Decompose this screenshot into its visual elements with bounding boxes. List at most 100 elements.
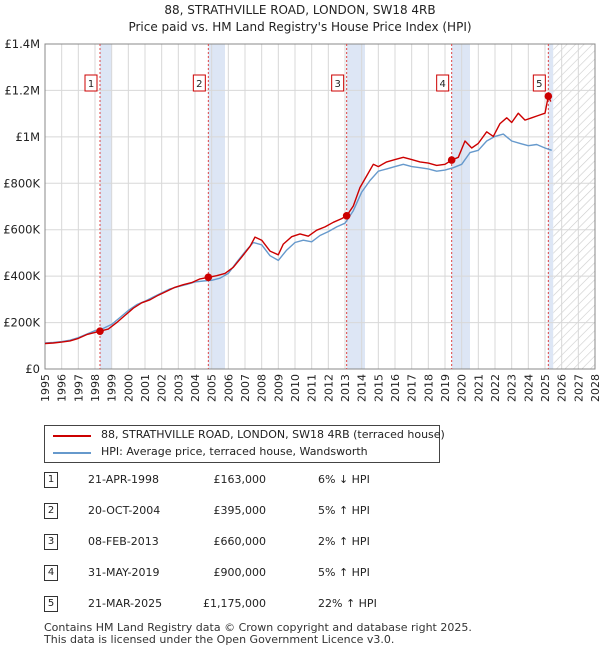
x-tick-label: 2015 xyxy=(372,374,385,402)
y-tick-label: £1.4M xyxy=(4,37,40,51)
price-chart: £0 £200K £400K £600K £800K £1M £1.2M £1.4M 1995 1… xyxy=(3,37,600,402)
y-tick-label: £800K xyxy=(3,176,40,190)
x-tick-label: 2019 xyxy=(439,374,452,402)
footer-line-2: This data is licensed under the Open Gov… xyxy=(44,633,395,646)
plot-frame xyxy=(44,43,596,370)
x-tick-label: 1995 xyxy=(39,374,52,402)
x-tick-label: 2007 xyxy=(239,374,252,402)
sale-number: 1 xyxy=(44,472,58,488)
x-tick-label: 2010 xyxy=(289,374,302,402)
sale-label-text: 5 xyxy=(536,79,542,90)
x-tick-label: 1996 xyxy=(56,374,69,402)
sale-label-text: 1 xyxy=(88,79,94,90)
hpi-line xyxy=(44,133,552,344)
y-tick-label: £0 xyxy=(25,362,40,376)
sale-label-text: 3 xyxy=(334,79,340,90)
sale-price: £395,000 xyxy=(213,504,267,517)
x-tick-label: 2003 xyxy=(172,374,185,402)
sale-point xyxy=(447,156,456,164)
sale-date: 21-MAR-2025 xyxy=(88,597,163,610)
sale-label-text: 2 xyxy=(196,79,202,90)
x-tick-label: 2021 xyxy=(472,374,485,402)
legend-swatch-hpi xyxy=(53,452,91,454)
sale-label-box xyxy=(436,74,450,92)
sale-label-box xyxy=(192,74,206,92)
x-tick-label: 2005 xyxy=(206,374,219,402)
x-tick-label: 2012 xyxy=(322,374,335,402)
property-price-line xyxy=(44,95,552,345)
x-tick-label: 2011 xyxy=(306,374,319,402)
sale-number: 5 xyxy=(44,596,58,612)
legend-swatch-property xyxy=(53,435,91,437)
sale-date: 20-OCT-2004 xyxy=(88,504,161,517)
sale-number: 3 xyxy=(44,534,58,550)
x-tick-label: 2000 xyxy=(122,374,135,402)
sale-number: 4 xyxy=(44,565,58,581)
sale-price: £900,000 xyxy=(213,566,267,579)
x-tick-label: 2024 xyxy=(522,374,535,402)
y-tick-label: £200K xyxy=(3,316,40,330)
title-line-1: 88, STRATHVILLE ROAD, LONDON, SW18 4RB xyxy=(164,3,436,17)
chart-title: 88, STRATHVILLE ROAD, LONDON, SW18 4RB P… xyxy=(0,2,600,36)
sale-label-text: 4 xyxy=(439,79,445,90)
sale-hpi-diff: 22% ↑ HPI xyxy=(318,597,377,610)
sale-date: 08-FEB-2013 xyxy=(88,535,159,548)
sale-label-box xyxy=(331,74,345,92)
x-tick-label: 2025 xyxy=(539,374,552,402)
sale-price: £1,175,000 xyxy=(203,597,266,610)
sale-point xyxy=(342,211,351,220)
x-tick-label: 2002 xyxy=(156,374,169,402)
sale-point xyxy=(204,273,213,282)
sale-price: £660,000 xyxy=(213,535,267,548)
footer: Contains HM Land Registry data © Crown c… xyxy=(44,622,472,646)
x-tick-label: 2014 xyxy=(356,374,369,402)
y-tick-label: £1M xyxy=(15,130,40,144)
y-tick-label: £400K xyxy=(3,269,40,283)
forecast-region xyxy=(553,44,595,369)
x-tick-label: 2020 xyxy=(456,374,469,402)
sale-shade-band xyxy=(451,44,470,369)
x-tick-label: 2017 xyxy=(406,374,419,402)
y-tick-label: £600K xyxy=(3,223,40,237)
x-tick-label: 2016 xyxy=(389,374,402,402)
sale-date: 31-MAY-2019 xyxy=(88,566,160,579)
x-tick-label: 2018 xyxy=(422,374,435,402)
x-tick-label: 1999 xyxy=(106,374,119,402)
sale-row: 5 21-MAR-2025 £1,175,000 22% ↑ HPI xyxy=(0,594,600,614)
x-tick-label: 1997 xyxy=(72,374,85,402)
title-line-2: Price paid vs. HM Land Registry's House … xyxy=(128,20,472,34)
sale-row: 2 20-OCT-2004 £395,000 5% ↑ HPI xyxy=(0,501,600,521)
sale-label-box xyxy=(84,74,98,92)
sale-label-box xyxy=(532,74,546,92)
sale-hpi-diff: 2% ↑ HPI xyxy=(318,535,370,548)
x-tick-label: 2013 xyxy=(339,374,352,402)
x-tick-label: 2027 xyxy=(572,374,585,402)
sale-date: 21-APR-1998 xyxy=(88,473,160,486)
sale-hpi-diff: 5% ↑ HPI xyxy=(318,504,370,517)
x-tick-label: 2028 xyxy=(589,374,600,402)
x-tick-label: 2008 xyxy=(256,374,269,402)
x-tick-label: 2023 xyxy=(506,374,519,402)
sale-row: 3 08-FEB-2013 £660,000 2% ↑ HPI xyxy=(0,532,600,552)
legend-label-hpi: HPI: Average price, terraced house, Wand… xyxy=(101,445,368,458)
x-tick-label: 2022 xyxy=(489,374,502,402)
x-tick-label: 2001 xyxy=(139,374,152,402)
sale-hpi-diff: 5% ↑ HPI xyxy=(318,566,370,579)
sale-point xyxy=(544,92,553,101)
chart-legend: 88, STRATHVILLE ROAD, LONDON, SW18 4RB (… xyxy=(44,425,445,463)
sale-point xyxy=(96,327,104,335)
sale-shade-band xyxy=(100,44,112,369)
sale-row: 4 31-MAY-2019 £900,000 5% ↑ HPI xyxy=(0,563,600,583)
sale-hpi-diff: 6% ↓ HPI xyxy=(318,473,370,486)
x-tick-label: 2004 xyxy=(189,374,202,402)
x-tick-label: 2006 xyxy=(222,374,235,402)
x-tick-label: 2026 xyxy=(556,374,569,402)
sale-shade-band xyxy=(208,44,225,369)
sale-row: 1 21-APR-1998 £163,000 6% ↓ HPI xyxy=(0,470,600,490)
legend-label-property: 88, STRATHVILLE ROAD, LONDON, SW18 4RB (… xyxy=(101,428,445,441)
sale-number: 2 xyxy=(44,503,58,519)
x-tick-label: 1998 xyxy=(89,374,102,402)
sale-price: £163,000 xyxy=(213,473,267,486)
x-tick-label: 2009 xyxy=(272,374,285,402)
footer-line-1: Contains HM Land Registry data © Crown c… xyxy=(44,621,472,634)
